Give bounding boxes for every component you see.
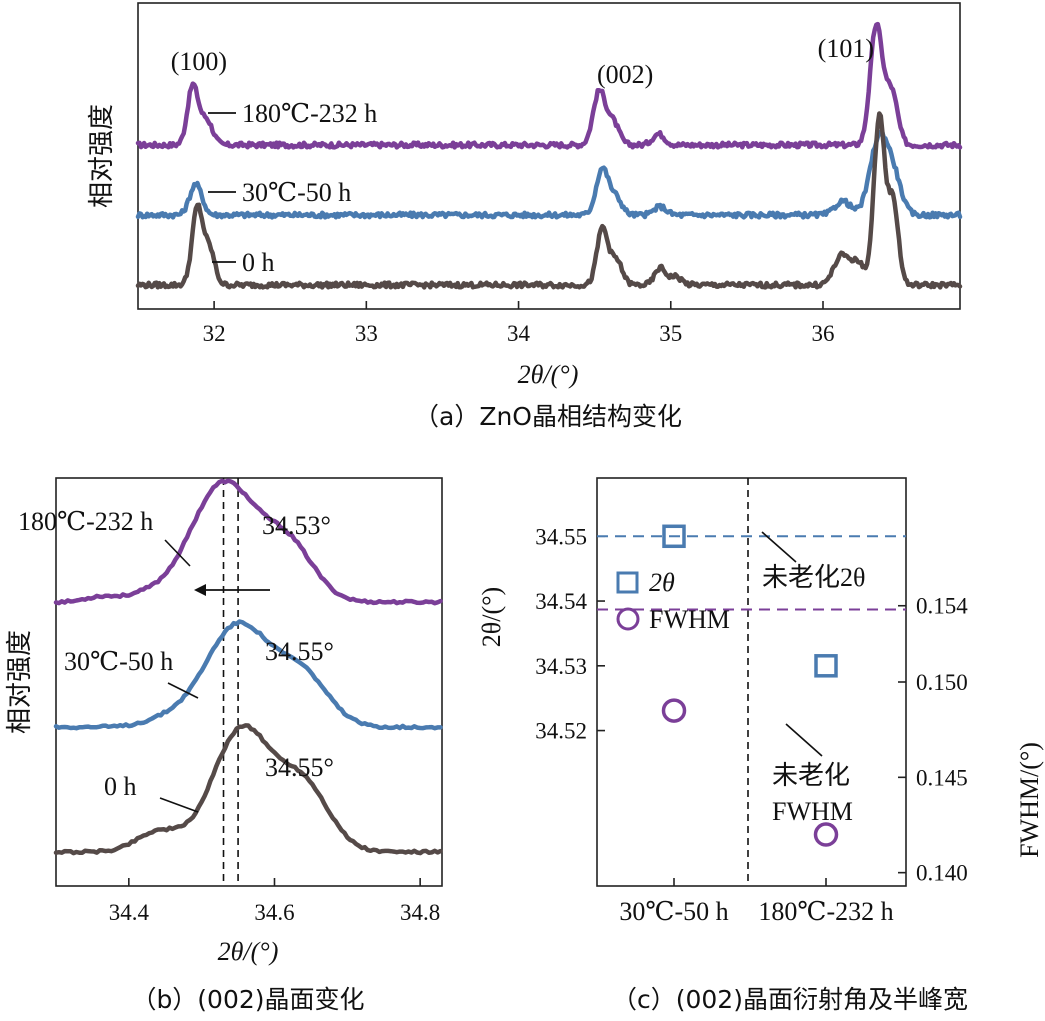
x-tick-label: 34.4 [109, 900, 150, 925]
series-label-30: 30℃-50 h [64, 647, 173, 676]
panel-b-annotations: 180℃-232 h 30℃-50 h 0 h 34.53° 34.55° 34… [18, 507, 334, 813]
series-label-0h: 0 h [104, 772, 137, 801]
panel-b-curves [53, 478, 443, 856]
panel-c: 34.52 34.53 34.54 34.55 0.140 0.145 0.150 0.154… [477, 477, 1044, 1014]
x-tick-label: 34 [507, 321, 531, 346]
panel-a-xlabel: 2θ/(°) [518, 360, 579, 389]
x-tick-label: 180℃-232 h [758, 897, 893, 926]
series-label-180: 180℃-232 h [242, 99, 377, 128]
panel-b-caption: （b）(002)晶面变化 [131, 985, 364, 1014]
point-fwhm [661, 698, 687, 723]
series-label-30: 30℃-50 h [242, 178, 351, 207]
legend-circle-icon [616, 607, 640, 631]
y-tick-label-left: 34.55 [535, 524, 587, 549]
series-line-1 [53, 619, 443, 731]
peak-label-180: 34.53° [262, 511, 331, 540]
panel-a: 32 33 34 35 36 (100) (002) (101) 180℃-232 h 30… [87, 2, 963, 431]
y-tick-label-left: 34.53 [535, 654, 587, 679]
panel-c-frame [596, 477, 907, 887]
x-tick-label: 32 [203, 321, 226, 346]
peak-label-30: 34.55° [265, 637, 334, 666]
panel-c-ylabel-right: FWHM/(°) [1015, 742, 1044, 858]
ref-label-fwhm-1: 未老化 [772, 761, 850, 790]
arrow-head-icon [194, 584, 206, 596]
leader-line [785, 723, 823, 757]
series-line-0 [53, 478, 443, 606]
point-fwhm [813, 822, 839, 847]
ref-label-fwhm-2: FWHM [772, 797, 853, 826]
series-label-180: 180℃-232 h [18, 507, 153, 536]
leader-line [167, 682, 199, 699]
legend-label-fwhm: FWHM [649, 605, 730, 634]
panel-b-ylabel: 相对强度 [5, 630, 35, 734]
peak-label-0h: 34.55° [265, 753, 334, 782]
leader-line [164, 539, 191, 567]
panel-c-caption: （c）(002)晶面衍射角及半峰宽 [612, 985, 968, 1014]
panel-b-reference-lines [222, 478, 239, 886]
panel-a-ylabel: 相对强度 [87, 104, 117, 208]
panel-a-curves [135, 21, 963, 290]
panel-c-points [661, 524, 839, 847]
panel-a-caption: （a）ZnO晶相结构变化 [414, 402, 682, 431]
y-tick-label-right: 0.150 [916, 670, 968, 695]
y-tick-label-left: 34.52 [535, 719, 587, 744]
legend-label-2theta: 2θ [649, 568, 675, 597]
peak-label: (101) [818, 34, 874, 63]
panel-b-frame [55, 477, 443, 887]
ref-label-2theta: 未老化2θ [762, 563, 865, 592]
leader-line [159, 797, 199, 813]
point-2theta [814, 654, 838, 678]
x-tick-label: 34.8 [400, 900, 440, 925]
series-line-2 [53, 723, 443, 856]
legend-square-icon [616, 571, 639, 594]
y-tick-label-right: 0.145 [916, 765, 968, 790]
point-2theta [662, 524, 686, 549]
panel-c-reference-lines [597, 478, 906, 886]
x-tick-label: 35 [659, 321, 682, 346]
peak-label: (100) [171, 47, 227, 76]
series-line-1 [135, 129, 963, 220]
panel-c-annotations: 未老化2θ 未老化 FWHM [761, 531, 865, 826]
series-line-0 [135, 21, 963, 150]
x-tick-label: 36 [812, 321, 835, 346]
y-tick-label-left: 34.54 [535, 589, 587, 614]
panel-b-xticks: 34.4 34.6 34.8 [109, 878, 440, 925]
x-tick-label: 33 [355, 321, 378, 346]
panel-c-legend: 2θ FWHM [616, 568, 730, 634]
series-line-2 [135, 111, 963, 290]
y-tick-label-right: 0.140 [916, 861, 968, 886]
panel-c-ylabel-left: 2θ/(°) [477, 587, 506, 647]
y-tick-label-right: 0.154 [916, 594, 968, 619]
x-tick-label: 30℃-50 h [619, 897, 728, 926]
peak-label: (002) [597, 60, 653, 89]
panel-a-frame [137, 2, 961, 310]
panel-c-ticks: 34.52 34.53 34.54 34.55 0.140 0.145 0.150 0.154… [535, 524, 968, 926]
panel-a-peak-labels: (100) (002) (101) [171, 34, 874, 89]
panel-b-xlabel: 2θ/(°) [218, 937, 279, 966]
panel-a-series-labels: 180℃-232 h 30℃-50 h 0 h [208, 99, 377, 277]
x-tick-label: 34.6 [254, 900, 294, 925]
series-label-0h: 0 h [242, 248, 275, 277]
panel-a-xticks: 32 33 34 35 36 [203, 301, 835, 346]
leader-line [761, 531, 797, 563]
panel-b: 34.4 34.6 34.8 180℃-232 h 30℃-50 h 0 h 34.… [5, 477, 443, 1014]
